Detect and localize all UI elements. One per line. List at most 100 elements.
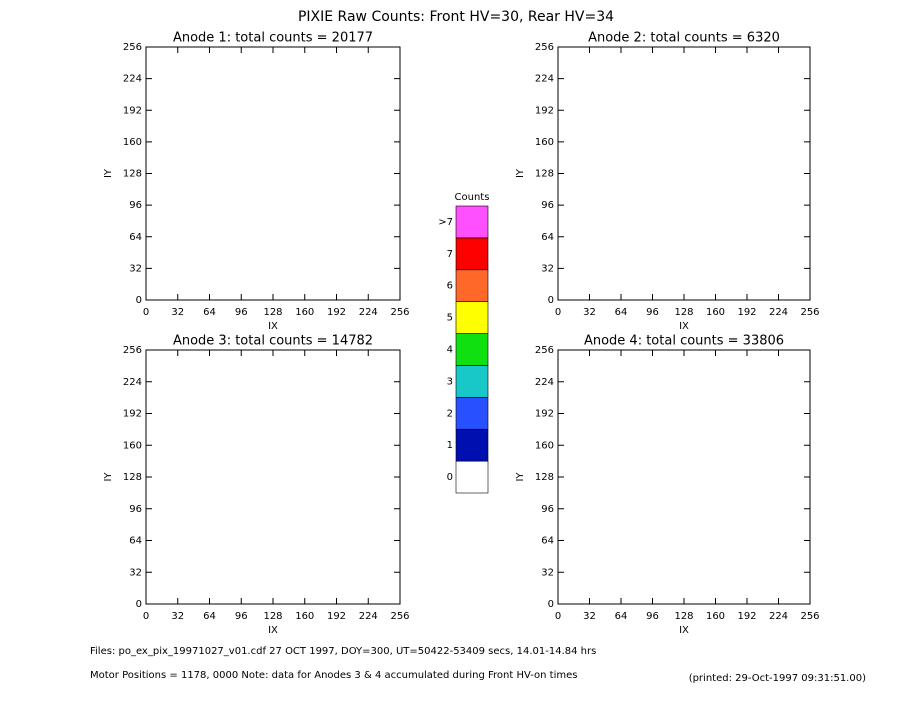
x-tick-label: 32 [171, 307, 184, 318]
x-tick-label: 32 [583, 307, 596, 318]
y-tick-label: 160 [123, 137, 142, 148]
y-axis-label: IY [103, 168, 114, 178]
y-tick-label: 128 [535, 169, 554, 180]
x-tick-label: 0 [143, 611, 149, 622]
x-tick-label: 64 [615, 307, 628, 318]
y-tick-label: 128 [123, 472, 142, 483]
x-tick-label: 64 [615, 611, 628, 622]
y-tick-label: 160 [123, 440, 142, 451]
colorbar-swatch [455, 397, 489, 430]
y-axis-label: IY [515, 168, 526, 178]
colorbar-label: 7 [447, 249, 453, 260]
y-tick-label: 224 [123, 74, 142, 85]
x-axis-label: IX [679, 625, 689, 636]
y-axis-label: IY [515, 472, 526, 482]
colorbar-label: 3 [447, 376, 453, 387]
x-tick-label: 32 [583, 611, 596, 622]
y-tick-label: 64 [541, 232, 554, 243]
plot-area [557, 46, 811, 301]
y-tick-label: 256 [535, 42, 554, 53]
colorbar-label: 0 [447, 472, 453, 483]
y-tick-label: 96 [129, 200, 142, 211]
x-axis-label: IX [268, 321, 278, 332]
x-tick-label: 224 [359, 307, 378, 318]
x-tick-label: 256 [800, 611, 819, 622]
y-tick-label: 128 [535, 472, 554, 483]
colorbar-swatch [455, 333, 489, 366]
x-tick-label: 224 [769, 307, 788, 318]
x-tick-label: 128 [263, 307, 282, 318]
colorbar-label: 5 [447, 313, 453, 324]
x-tick-label: 160 [295, 307, 314, 318]
x-tick-label: 160 [706, 611, 725, 622]
y-tick-label: 128 [123, 169, 142, 180]
y-tick-label: 32 [541, 263, 554, 274]
colorbar-swatch [455, 428, 489, 462]
y-tick-label: 32 [129, 263, 142, 274]
y-tick-label: 160 [535, 440, 554, 451]
x-tick-label: 192 [327, 611, 346, 622]
x-tick-label: 256 [390, 307, 409, 318]
y-tick-label: 224 [535, 377, 554, 388]
y-tick-label: 0 [136, 295, 142, 306]
panel-title: Anode 4: total counts = 33806 [584, 334, 784, 349]
y-tick-label: 192 [123, 105, 142, 116]
y-tick-label: 96 [129, 504, 142, 515]
y-tick-label: 160 [535, 137, 554, 148]
y-tick-label: 256 [123, 345, 142, 356]
y-tick-label: 224 [123, 377, 142, 388]
x-tick-label: 128 [263, 611, 282, 622]
x-tick-label: 224 [359, 611, 378, 622]
y-tick-label: 224 [535, 74, 554, 85]
y-tick-label: 0 [548, 295, 554, 306]
x-tick-label: 192 [327, 307, 346, 318]
colorbar-label: 2 [447, 408, 453, 419]
colorbar-swatch [455, 301, 489, 334]
y-tick-label: 192 [123, 409, 142, 420]
y-tick-label: 32 [541, 567, 554, 578]
x-tick-label: 256 [800, 307, 819, 318]
x-tick-label: 96 [646, 307, 659, 318]
colorbar-swatch [455, 205, 489, 239]
y-tick-label: 64 [541, 536, 554, 547]
y-tick-label: 64 [129, 232, 142, 243]
colorbar-label: >7 [438, 217, 453, 228]
y-tick-label: 0 [548, 599, 554, 610]
colorbar-title: Counts [455, 192, 490, 203]
x-tick-label: 128 [674, 307, 693, 318]
x-tick-label: 0 [555, 307, 561, 318]
x-axis-label: IX [268, 625, 278, 636]
x-tick-label: 0 [143, 307, 149, 318]
y-tick-label: 192 [535, 409, 554, 420]
colorbar-label: 1 [447, 440, 453, 451]
x-tick-label: 64 [203, 307, 216, 318]
plot-area [145, 46, 401, 301]
x-tick-label: 160 [706, 307, 725, 318]
colorbar-label: 6 [447, 281, 453, 292]
plot-area [557, 349, 811, 605]
x-tick-label: 192 [737, 611, 756, 622]
footer-files: Files: po_ex_pix_19971027_v01.cdf 27 OCT… [90, 646, 596, 657]
x-tick-label: 64 [203, 611, 216, 622]
x-tick-label: 96 [235, 307, 248, 318]
x-tick-label: 96 [646, 611, 659, 622]
panel-title: Anode 3: total counts = 14782 [173, 334, 373, 349]
panel-title: Anode 1: total counts = 20177 [173, 31, 373, 46]
y-tick-label: 256 [535, 345, 554, 356]
x-tick-label: 96 [235, 611, 248, 622]
colorbar-swatch [455, 365, 489, 398]
figure-title: PIXIE Raw Counts: Front HV=30, Rear HV=3… [298, 9, 614, 25]
x-tick-label: 32 [171, 611, 184, 622]
y-tick-label: 0 [136, 599, 142, 610]
y-tick-label: 192 [535, 105, 554, 116]
x-tick-label: 256 [390, 611, 409, 622]
plot-area [145, 349, 401, 605]
y-tick-label: 64 [129, 536, 142, 547]
y-tick-label: 256 [123, 42, 142, 53]
y-tick-label: 96 [541, 200, 554, 211]
y-tick-label: 32 [129, 567, 142, 578]
y-axis-label: IY [103, 472, 114, 482]
colorbar-label: 4 [447, 345, 453, 356]
